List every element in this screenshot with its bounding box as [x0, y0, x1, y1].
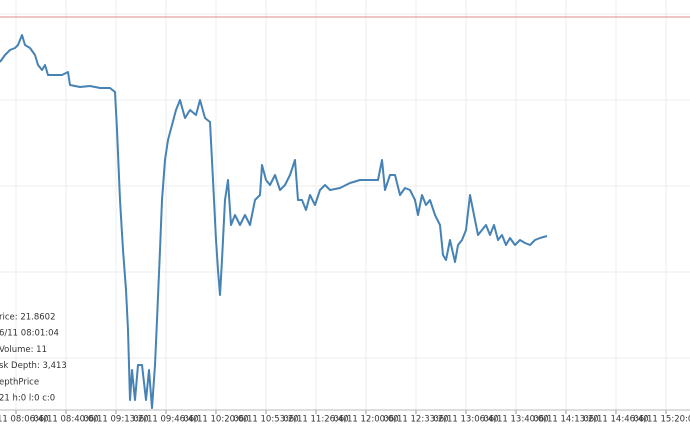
- x-tick-label: 06/11 10:53:20: [233, 415, 298, 425]
- x-tick-label: 06/11 12:33:20: [383, 415, 448, 425]
- tooltip-line: epthPrice: [0, 377, 39, 387]
- tooltip-line: sk Depth: 3,413: [0, 361, 67, 371]
- x-tick-label: 06/11 13:40:00: [483, 415, 548, 425]
- price-line: [0, 34, 548, 409]
- tooltip-line: 6/11 08:01:04: [0, 329, 59, 339]
- x-tick-label: 06/11 13:06:40: [433, 415, 498, 425]
- x-tick-label: 06/11 08:06:40: [0, 415, 49, 425]
- tooltip-line: Volume: 11: [0, 345, 47, 355]
- x-tick-label: 06/11 09:13:20: [83, 415, 148, 425]
- x-tick-label: 06/11 15:20:00: [633, 415, 690, 425]
- x-tick-label: 06/11 08:40:00: [33, 415, 98, 425]
- x-tick-label: 06/11 14:13:20: [533, 415, 598, 425]
- x-tick-label: 06/11 10:20:00: [183, 415, 248, 425]
- x-tick-label: 06/11 11:26:40: [283, 415, 348, 425]
- x-tick-label: 06/11 12:00:00: [333, 415, 398, 425]
- x-tick-label: 06/11 14:46:40: [583, 415, 648, 425]
- tooltip-line: 21 h:0 l:0 c:0: [0, 394, 55, 404]
- x-tick-label: 06/11 09:46:40: [133, 415, 198, 425]
- tooltip-line: rice: 21.8602: [0, 313, 55, 323]
